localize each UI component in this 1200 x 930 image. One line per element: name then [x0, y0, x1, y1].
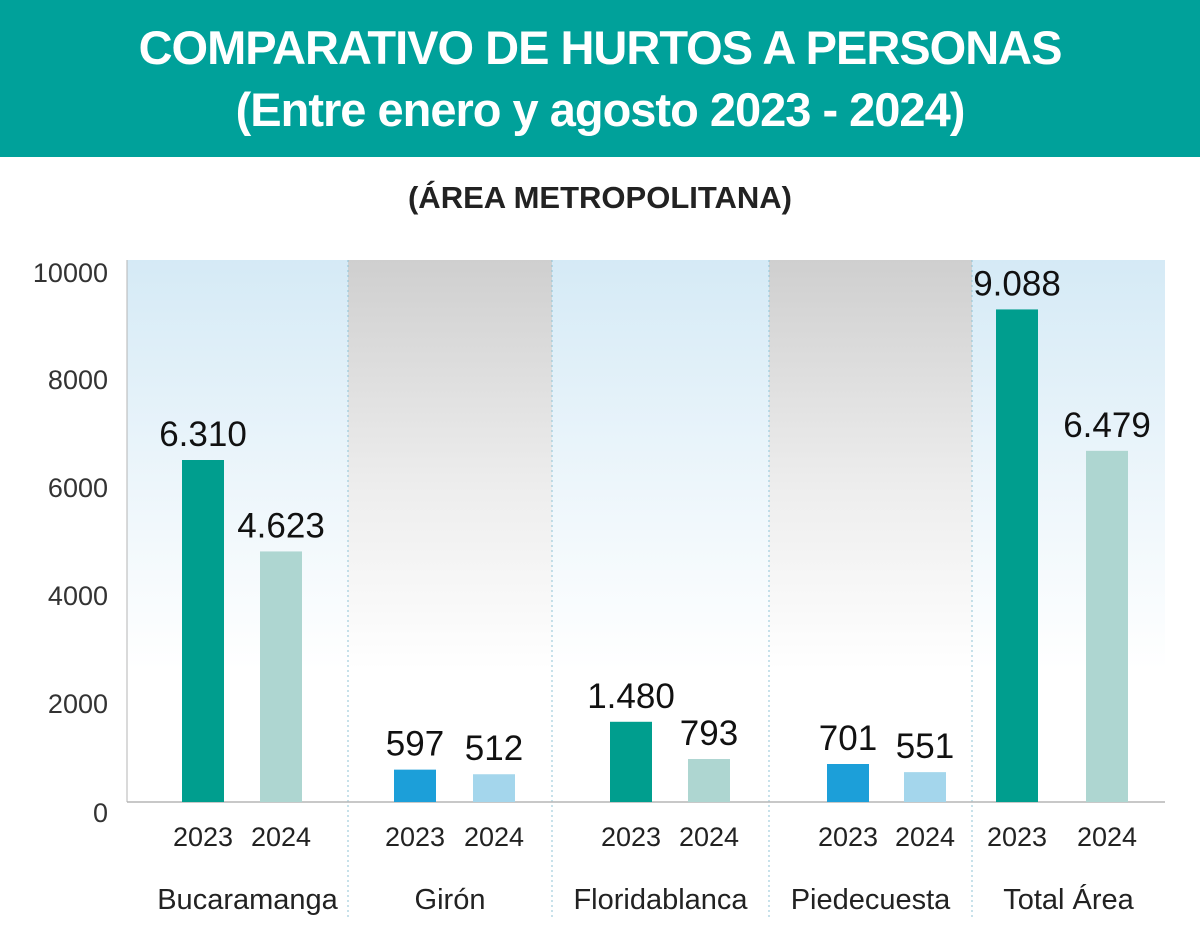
x-tick-year-label: 2024 — [679, 822, 739, 852]
section-background — [127, 260, 348, 670]
x-tick-year-label: 2023 — [818, 822, 878, 852]
x-tick-year-label: 2024 — [1077, 822, 1137, 852]
bar-value-label: 9.088 — [973, 264, 1061, 303]
bar-bucaramanga-2024 — [260, 551, 302, 802]
group-label: Girón — [415, 884, 486, 916]
chart-subtitle: (ÁREA METROPOLITANA) — [407, 180, 793, 215]
group-label: Floridablanca — [573, 884, 748, 916]
section-background — [348, 260, 552, 670]
x-tick-year-label: 2024 — [251, 822, 311, 852]
bar-value-label: 6.310 — [159, 415, 247, 454]
bar-value-label: 1.480 — [587, 677, 675, 716]
bar-floridablanca-2024 — [688, 759, 730, 802]
bar-girón-2023 — [394, 769, 436, 802]
bar-girón-2024 — [473, 774, 515, 802]
title-banner — [0, 0, 1200, 157]
y-tick-label: 0 — [93, 798, 108, 828]
chart-title: COMPARATIVO DE HURTOS A PERSONAS — [138, 21, 1063, 74]
bar-value-label: 6.479 — [1063, 406, 1151, 445]
bar-total-área-2023 — [996, 309, 1038, 802]
section-background — [552, 260, 769, 670]
y-tick-label: 8000 — [48, 365, 108, 395]
bar-floridablanca-2023 — [610, 721, 652, 802]
section-background — [769, 260, 972, 670]
x-tick-year-label: 2023 — [385, 822, 445, 852]
x-tick-year-label: 2023 — [987, 822, 1047, 852]
bar-total-área-2024 — [1086, 450, 1128, 802]
bar-value-label: 551 — [896, 727, 954, 766]
group-label: Piedecuesta — [791, 884, 951, 916]
y-tick-label: 4000 — [48, 581, 108, 611]
y-tick-label: 2000 — [48, 689, 108, 719]
bar-value-label: 4.623 — [237, 506, 325, 545]
x-tick-year-label: 2024 — [464, 822, 524, 852]
x-tick-year-label: 2023 — [601, 822, 661, 852]
group-label: Total Área — [1003, 883, 1134, 916]
bar-piedecuesta-2024 — [904, 772, 946, 802]
bar-bucaramanga-2023 — [182, 459, 224, 802]
bar-value-label: 597 — [386, 725, 444, 764]
bar-value-label: 793 — [680, 714, 738, 753]
group-label: Bucaramanga — [157, 884, 338, 916]
x-tick-year-label: 2024 — [895, 822, 955, 852]
bar-piedecuesta-2023 — [827, 764, 869, 802]
x-tick-year-label: 2023 — [173, 822, 233, 852]
y-tick-label: 10000 — [33, 258, 108, 288]
bar-value-label: 512 — [465, 729, 523, 768]
y-tick-label: 6000 — [48, 473, 108, 503]
chart-title-period: (Entre enero y agosto 2023 - 2024) — [235, 83, 966, 136]
bar-value-label: 701 — [819, 719, 877, 758]
